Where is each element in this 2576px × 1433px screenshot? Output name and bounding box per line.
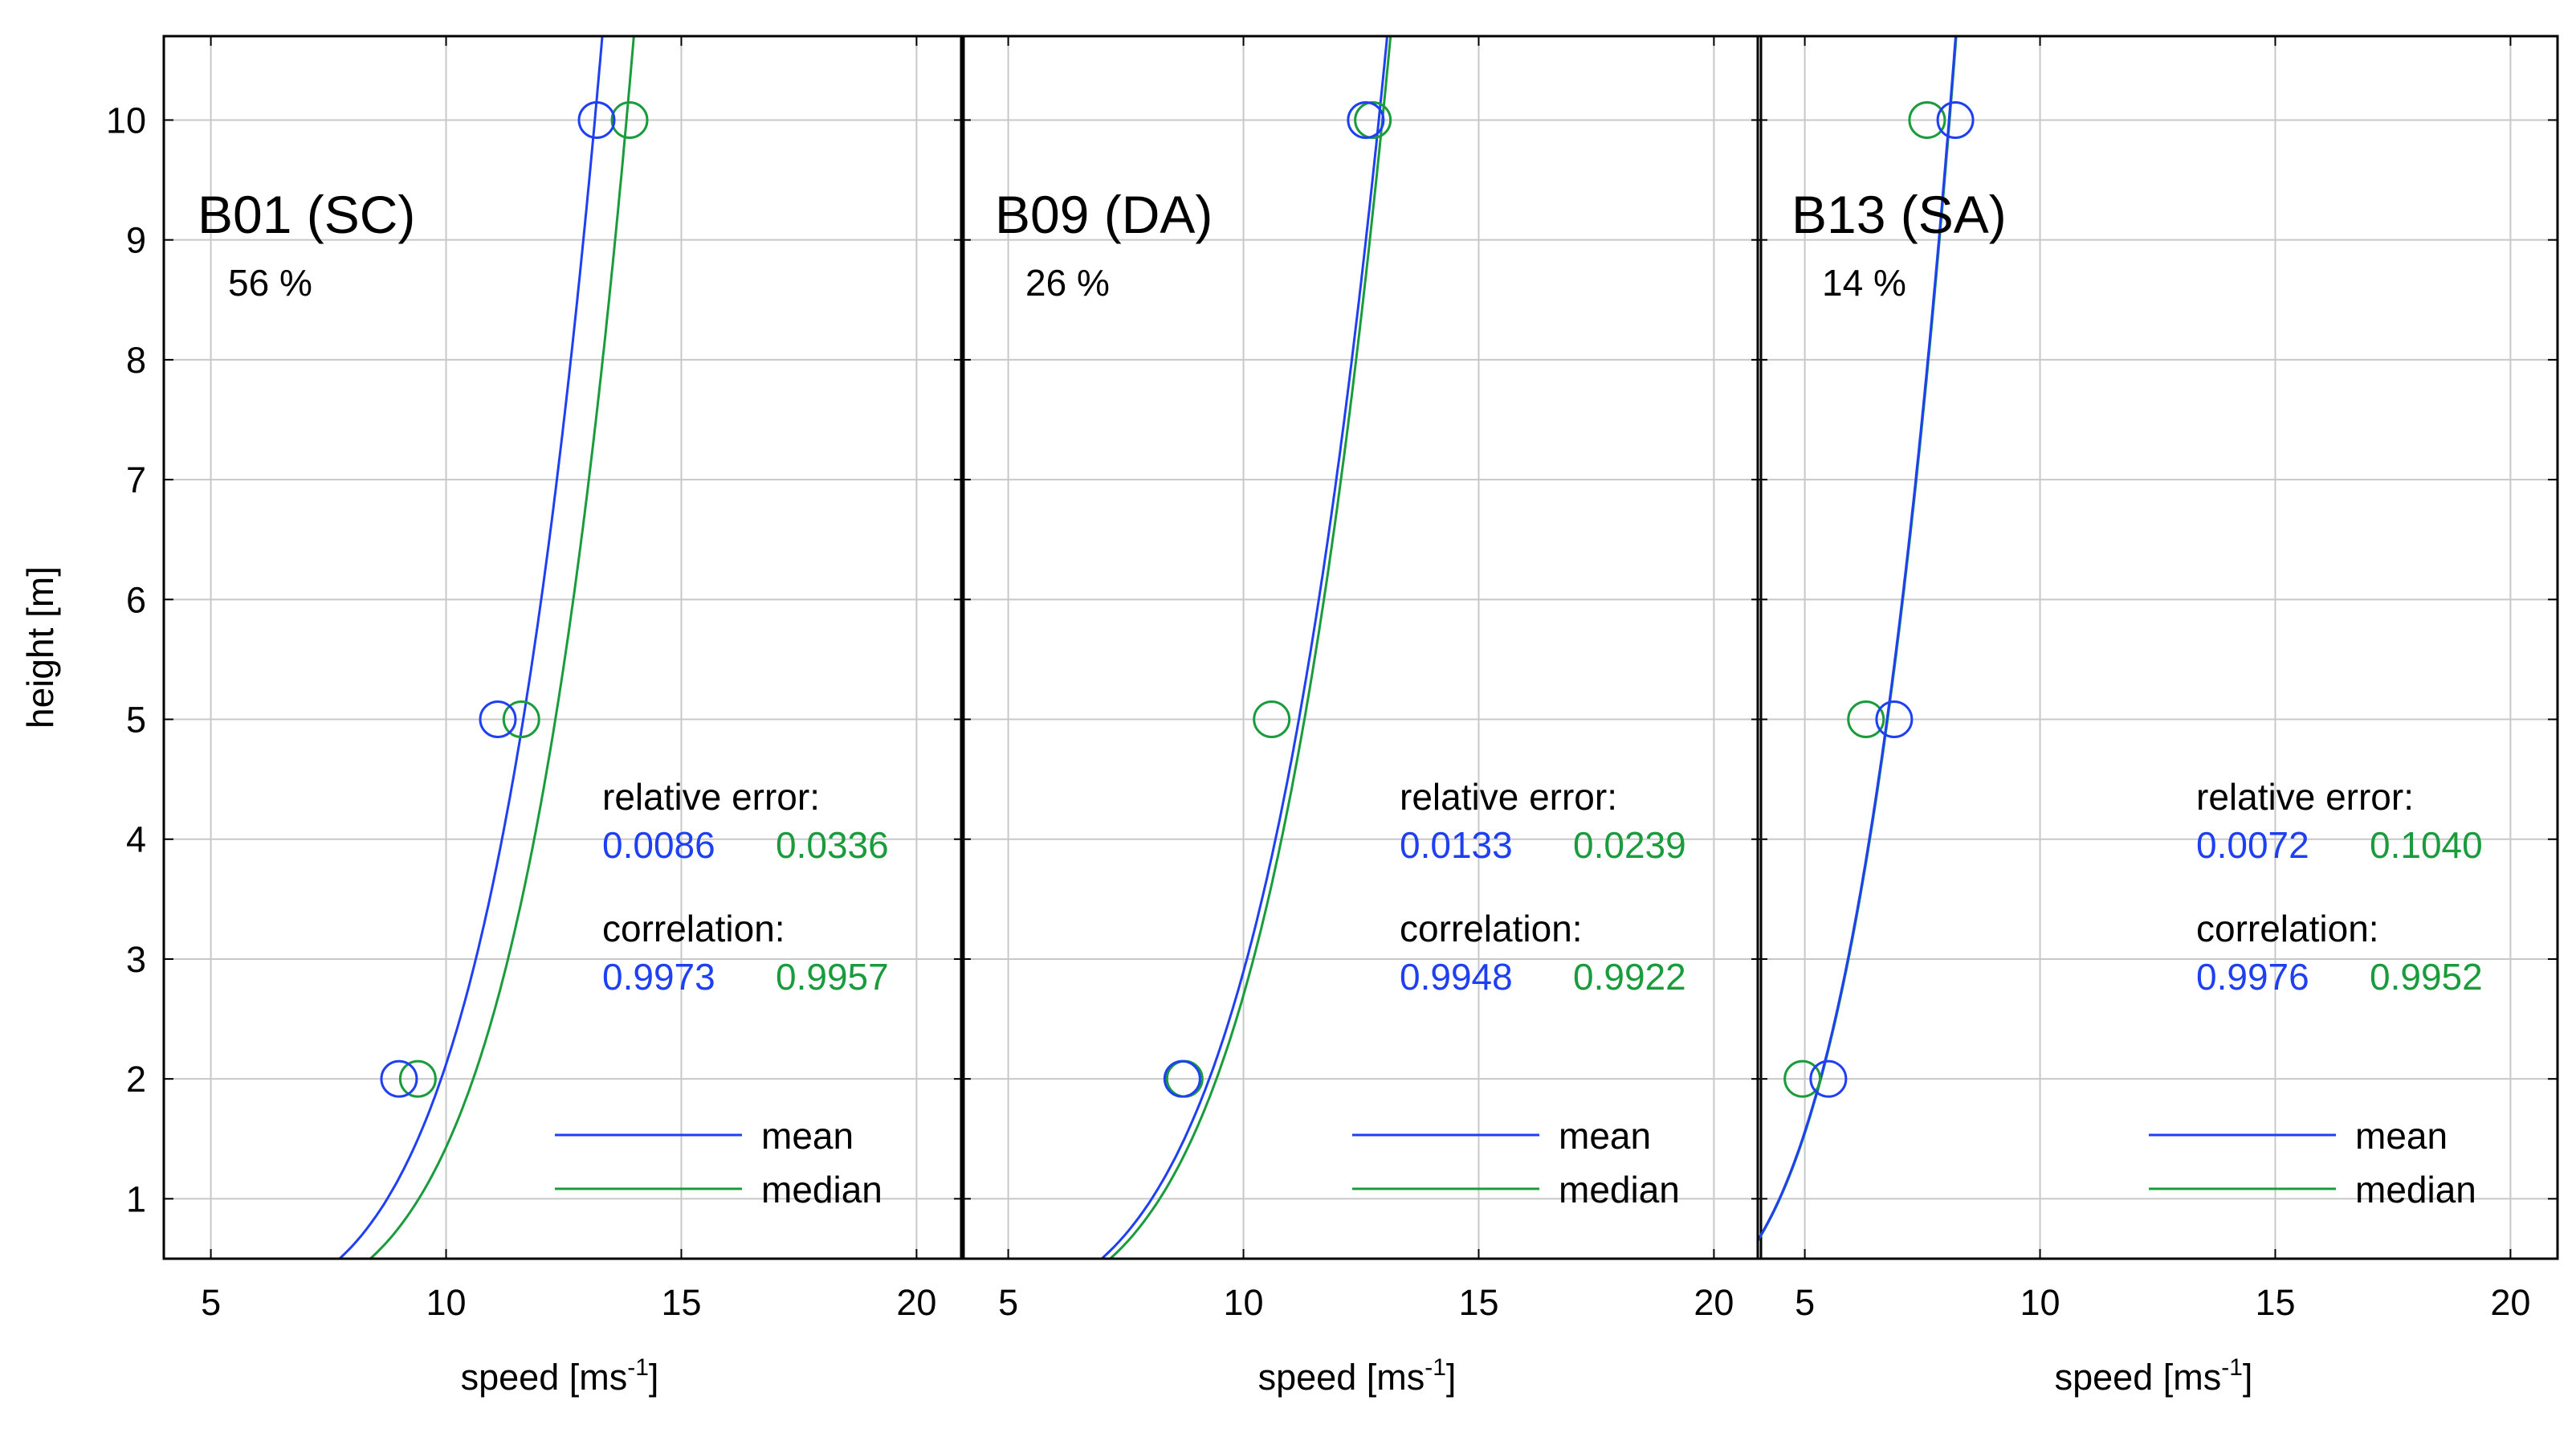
mean-curve: [1101, 36, 1388, 1259]
x-tick-label: 20: [2490, 1282, 2530, 1323]
x-axis-label: speed [ms-1]: [2055, 1354, 2253, 1398]
panel-frame: [1756, 35, 2559, 1260]
legend-median-label: median: [1559, 1169, 1680, 1210]
median-point: [610, 100, 649, 139]
legend-mean-label: mean: [761, 1115, 854, 1157]
median-point: [1783, 1059, 1822, 1098]
relative-error-median: 0.0336: [776, 824, 889, 866]
correlation-median: 0.9922: [1573, 956, 1686, 998]
median-curve: [369, 36, 635, 1259]
legend-mean-label: mean: [1559, 1115, 1651, 1157]
x-tick-label: 20: [1694, 1282, 1734, 1323]
mean-point: [1347, 100, 1385, 139]
x-axis-label-sup: -1: [1425, 1354, 1446, 1381]
relative-error-heading: relative error:: [602, 776, 820, 818]
x-axis-label-text: speed [ms: [461, 1357, 628, 1398]
x-tick-label: 15: [2255, 1282, 2295, 1323]
legend-mean-label: mean: [2355, 1115, 2448, 1157]
median-point: [1847, 700, 1885, 739]
mean-point: [380, 1059, 418, 1098]
relative-error-heading: relative error:: [2196, 776, 2414, 818]
mean-curve: [1758, 36, 1957, 1243]
x-axis-label-end: ]: [1446, 1357, 1457, 1398]
x-tick-label: 10: [2020, 1282, 2060, 1323]
correlation-mean: 0.9948: [1400, 956, 1513, 998]
x-axis-label-text: speed [ms: [2055, 1357, 2222, 1398]
panel-title: B13 (SA): [1791, 185, 2007, 244]
y-tick-label: 7: [126, 459, 146, 500]
mean-point: [1875, 700, 1914, 739]
y-tick-label: 9: [126, 220, 146, 261]
relative-error-mean: 0.0086: [602, 824, 715, 866]
y-tick-label: 8: [126, 340, 146, 381]
x-axis-label-sup: -1: [2221, 1354, 2243, 1381]
y-tick-label: 2: [126, 1059, 146, 1100]
x-tick-label: 10: [1223, 1282, 1263, 1323]
x-tick-label: 15: [661, 1282, 701, 1323]
x-axis-label-text: speed [ms: [1258, 1357, 1425, 1398]
y-tick-label: 1: [126, 1178, 146, 1219]
x-tick-label: 5: [998, 1282, 1018, 1323]
median-point: [1354, 100, 1392, 139]
panel-frame: [960, 35, 1763, 1260]
panel-title: B01 (SC): [198, 185, 415, 244]
mean-point: [577, 100, 616, 139]
legend-median-label: median: [761, 1169, 882, 1210]
correlation-heading: correlation:: [1400, 908, 1583, 949]
median-point: [398, 1059, 437, 1098]
panel-2: 5 10 15 20 speed [ms-1] B09 (DA) 26 % relative …: [960, 35, 1763, 1398]
relative-error-median: 0.1040: [2370, 824, 2483, 866]
median-curve: [1109, 36, 1392, 1259]
relative-error-heading: relative error:: [1400, 776, 1617, 818]
correlation-mean: 0.9976: [2196, 956, 2309, 998]
x-axis-label-sup: -1: [627, 1354, 649, 1381]
y-tick-label: 6: [126, 579, 146, 620]
x-axis-label-end: ]: [2243, 1357, 2253, 1398]
x-tick-label: 20: [896, 1282, 936, 1323]
correlation-heading: correlation:: [2196, 908, 2379, 949]
x-axis-label: speed [ms-1]: [1258, 1354, 1457, 1398]
panel-percentage: 14 %: [1822, 262, 1906, 304]
x-axis-label: speed [ms-1]: [461, 1354, 659, 1398]
relative-error-mean: 0.0072: [2196, 824, 2309, 866]
x-tick-label: 15: [1458, 1282, 1498, 1323]
panel-percentage: 26 %: [1025, 262, 1110, 304]
x-tick-label: 5: [201, 1282, 221, 1323]
y-tick-label: 5: [126, 700, 146, 741]
panel-3: 5 10 15 20 speed [ms-1] B13 (SA) 14 % relative …: [1756, 35, 2559, 1398]
y-tick-label: 4: [126, 819, 146, 860]
mean-curve: [338, 36, 604, 1259]
x-tick-label: 5: [1795, 1282, 1815, 1323]
legend-median-label: median: [2355, 1169, 2476, 1210]
mean-point: [1936, 100, 1975, 139]
median-point: [502, 700, 540, 739]
y-tick-label: 10: [106, 100, 146, 141]
x-tick-label: 10: [426, 1282, 466, 1323]
mean-point: [1163, 1059, 1201, 1098]
y-tick-label: 3: [126, 939, 146, 980]
correlation-heading: correlation:: [602, 908, 785, 949]
y-axis-label: height [m]: [19, 566, 61, 729]
panel-percentage: 56 %: [228, 262, 312, 304]
panel-frame: [162, 35, 965, 1260]
panel-1: 5 10 15 20 speed [ms-1] B01 (SC) 56 % relative …: [162, 35, 965, 1398]
mean-point: [1809, 1059, 1848, 1098]
correlation-median: 0.9952: [2370, 956, 2483, 998]
correlation-median: 0.9957: [776, 956, 889, 998]
median-point: [1908, 100, 1946, 139]
panel-title: B09 (DA): [995, 185, 1213, 244]
relative-error-median: 0.0239: [1573, 824, 1686, 866]
relative-error-mean: 0.0133: [1400, 824, 1513, 866]
correlation-mean: 0.9973: [602, 956, 715, 998]
median-point: [1253, 700, 1291, 739]
x-axis-label-end: ]: [649, 1357, 659, 1398]
mean-point: [479, 700, 517, 739]
